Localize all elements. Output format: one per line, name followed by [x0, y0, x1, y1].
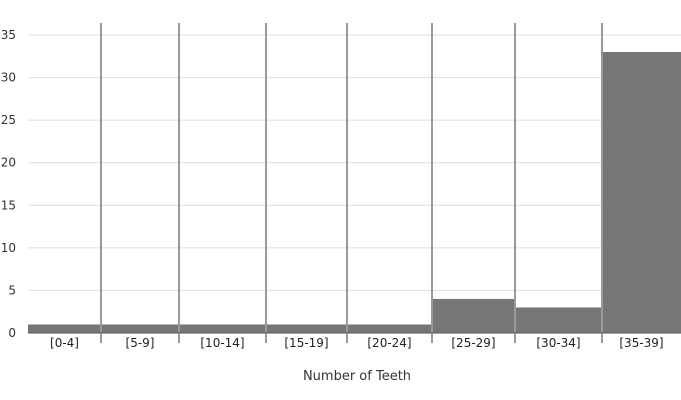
- y-tick-label: 20: [1, 156, 16, 170]
- y-tick-label: 0: [8, 326, 16, 340]
- x-tick-label: [25-29]: [451, 336, 495, 350]
- bar: [602, 52, 681, 334]
- bar: [179, 324, 266, 333]
- y-tick-label: 35: [1, 28, 16, 42]
- x-tick-label: [20-24]: [367, 336, 411, 350]
- y-axis-ticks: 0 5 10 15 20 25 30 35: [1, 28, 16, 340]
- y-tick-label: 5: [8, 283, 16, 297]
- bar: [432, 298, 515, 333]
- bar: [101, 324, 179, 333]
- x-tick-label: [15-19]: [284, 336, 328, 350]
- x-tick-label: [10-14]: [200, 336, 244, 350]
- y-tick-label: 30: [1, 71, 16, 85]
- x-tick-label: [35-39]: [619, 336, 663, 350]
- grid-lines: [28, 34, 681, 291]
- x-axis-ticks: [0-4] [5-9] [10-14] [15-19] [20-24] [25-29] [3…: [50, 336, 664, 350]
- bar: [28, 324, 101, 333]
- bin-separators: [100, 23, 603, 343]
- y-tick-label: 25: [1, 113, 16, 127]
- bar: [347, 324, 432, 333]
- x-axis-title: Number of Teeth: [303, 369, 411, 384]
- x-tick-label: [30-34]: [536, 336, 580, 350]
- x-tick-label: [5-9]: [126, 336, 155, 350]
- bar: [515, 307, 602, 333]
- y-tick-label: 10: [1, 241, 16, 255]
- bars: [28, 52, 681, 334]
- y-tick-label: 15: [1, 198, 16, 212]
- bar: [266, 324, 347, 333]
- x-tick-label: [0-4]: [50, 336, 79, 350]
